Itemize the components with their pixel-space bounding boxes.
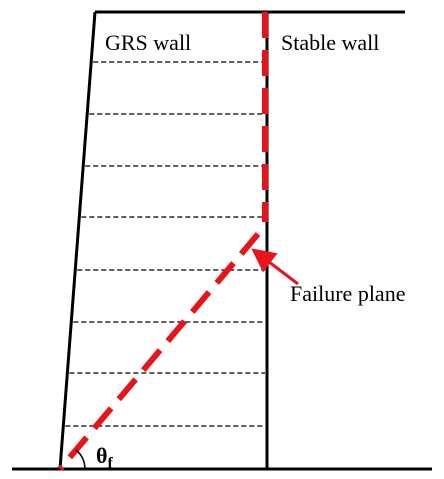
stable-wall-label: Stable wall — [281, 30, 379, 55]
wall-face — [58, 11, 97, 470]
failure-plane-inclined — [57, 232, 261, 471]
angle-arc — [75, 449, 86, 470]
grs-wall-label: GRS wall — [105, 30, 191, 55]
angle-subscript: f — [107, 455, 113, 472]
failure-plane-label: Failure plane — [290, 281, 405, 306]
failure-arrow — [251, 248, 299, 286]
angle-label: θf — [96, 443, 113, 472]
reinforcement-layers — [65, 61, 265, 427]
angle-symbol: θ — [96, 443, 107, 468]
